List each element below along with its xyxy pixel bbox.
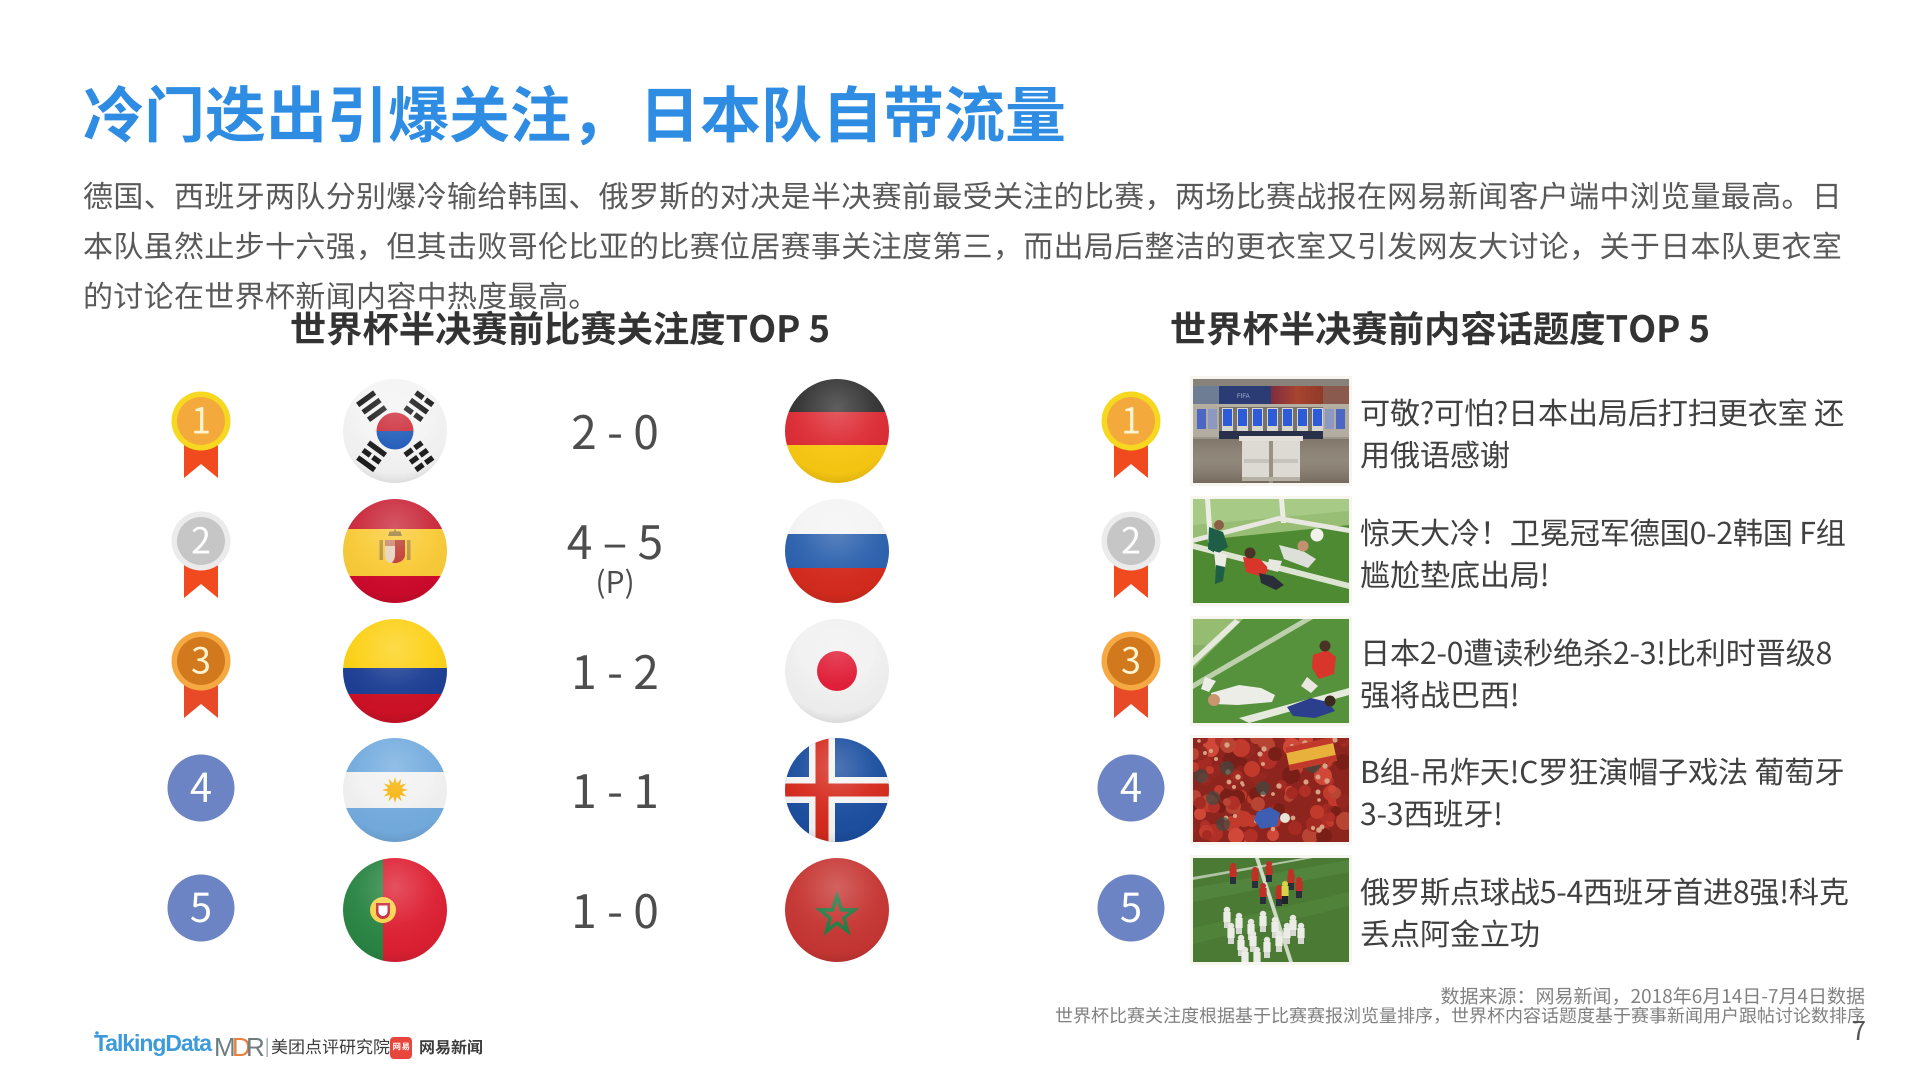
- svg-text:D: D: [232, 1032, 251, 1062]
- svg-text:M: M: [214, 1032, 236, 1062]
- svg-text:R: R: [246, 1032, 265, 1062]
- svg-text:TalkingData: TalkingData: [94, 1030, 212, 1056]
- svg-text:FIFA: FIFA: [1237, 394, 1250, 400]
